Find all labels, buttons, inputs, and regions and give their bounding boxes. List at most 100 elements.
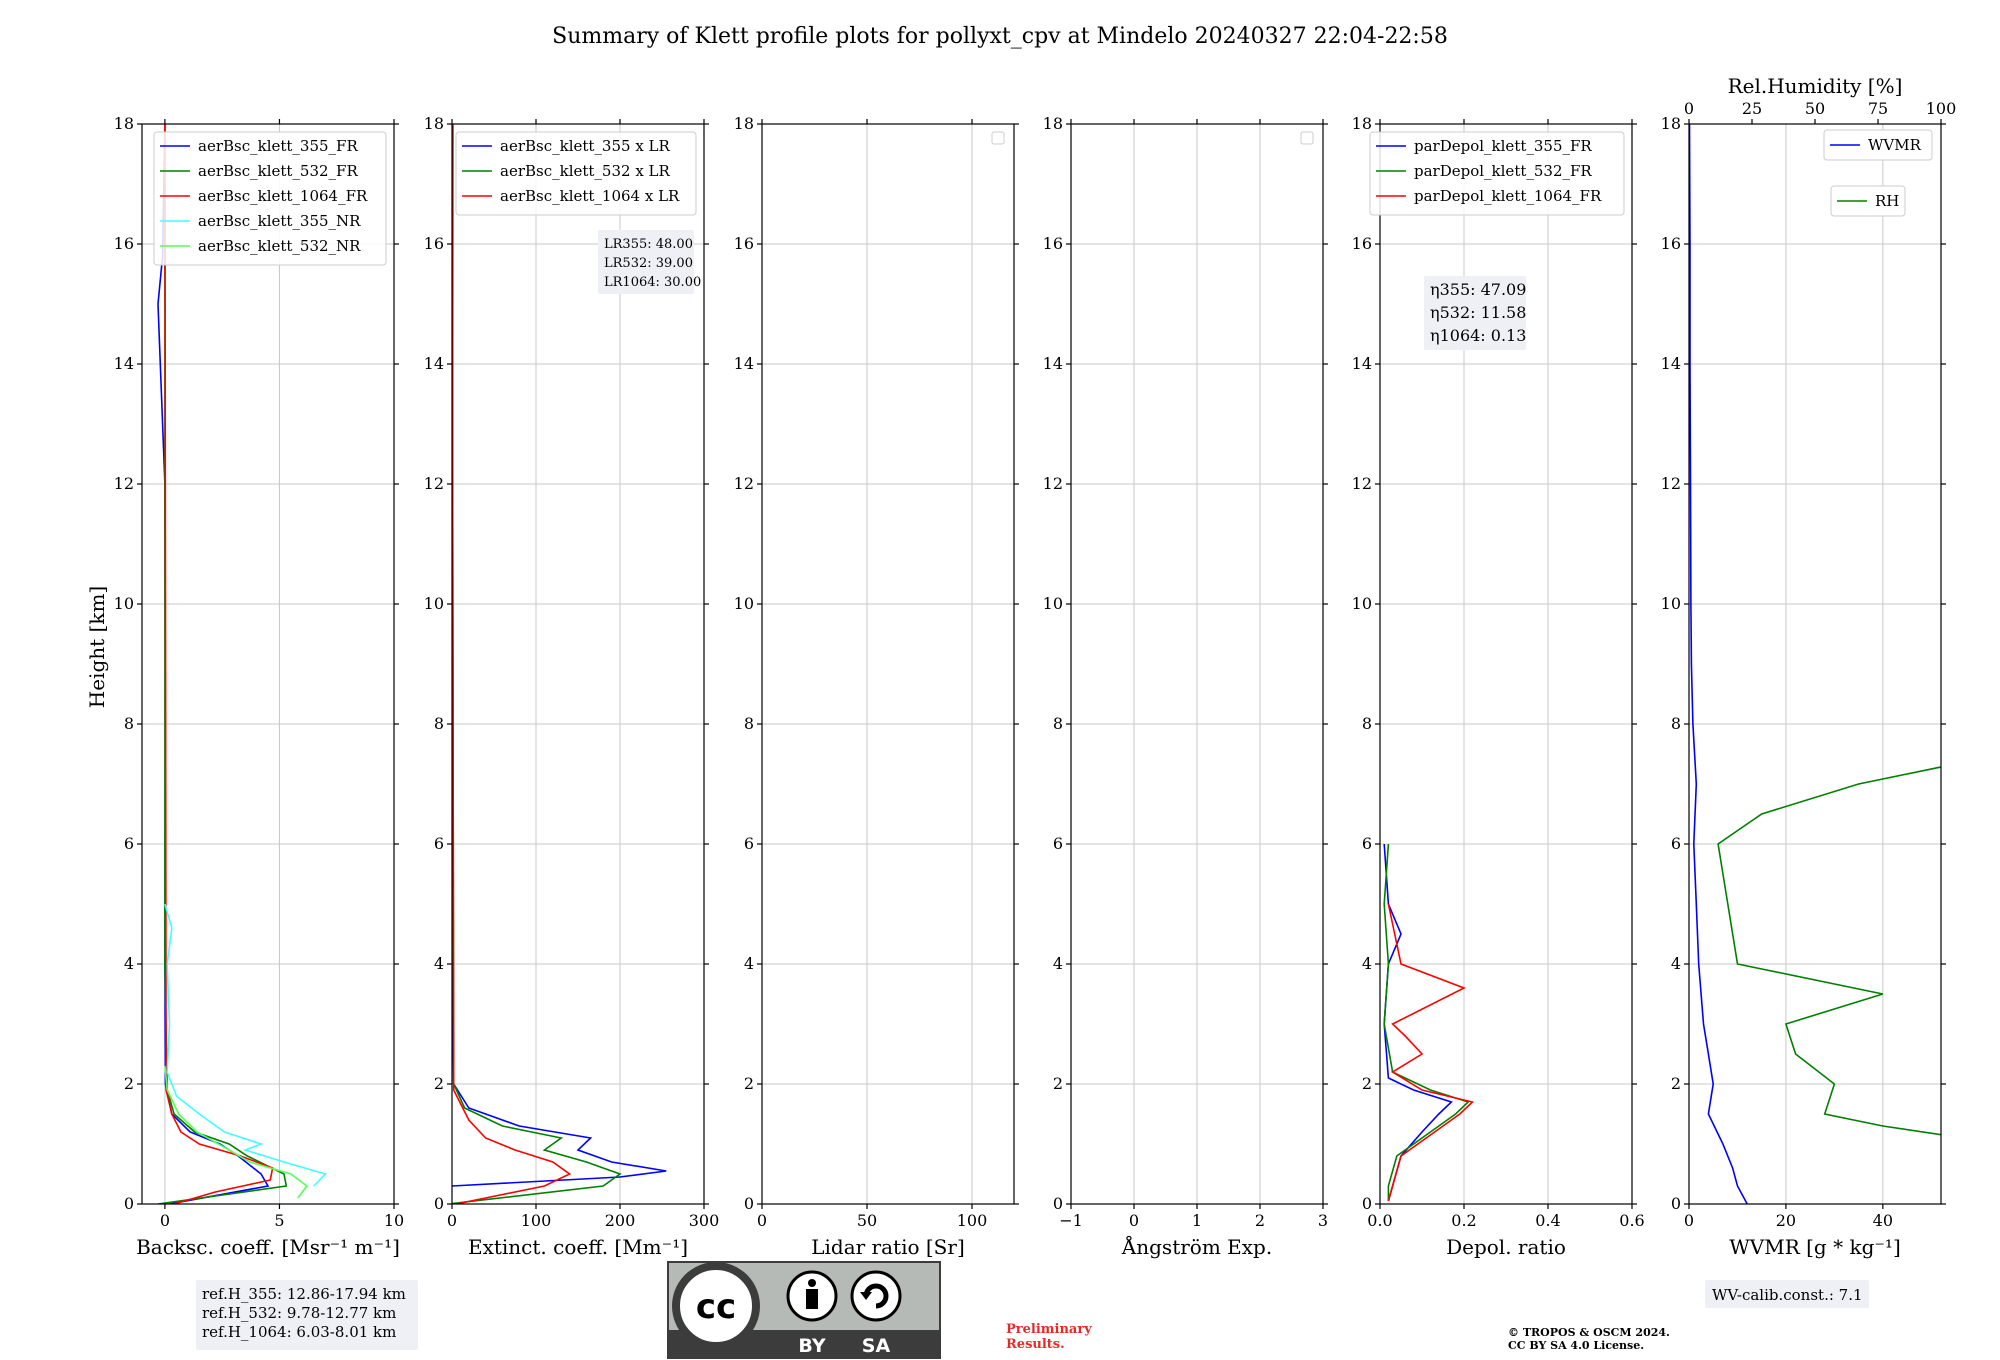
- y-tick-label: 6: [1053, 834, 1063, 853]
- y-tick-label: 18: [1352, 114, 1372, 133]
- y-tick-label: 12: [424, 474, 444, 493]
- svg-text:cc: cc: [696, 1287, 736, 1327]
- legend-frame: [1823, 129, 1933, 161]
- y-tick-label: 8: [1362, 714, 1372, 733]
- y-tick-label: 10: [734, 594, 754, 613]
- x-tick-label: 100: [521, 1211, 552, 1230]
- y-tick-label: 12: [1043, 474, 1063, 493]
- copyright-line-2: CC BY SA 4.0 License.: [1508, 1339, 1644, 1352]
- y-tick-label: 4: [434, 954, 444, 973]
- lr-line-2: LR1064: 30.00: [604, 275, 701, 290]
- preliminary-line-1: Preliminary: [1006, 1322, 1092, 1337]
- y-tick-label: 4: [1053, 954, 1063, 973]
- y-tick-label: 8: [124, 714, 134, 733]
- y-tick-label: 0: [1362, 1194, 1372, 1213]
- share-alike-icon: [850, 1270, 902, 1322]
- x-tick-label: 0.0: [1367, 1211, 1392, 1230]
- y-tick-label: 0: [744, 1194, 754, 1213]
- legend-bsc: aerBsc_klett_355_FR aerBsc_klett_532_FRae…: [153, 131, 387, 266]
- x-tick-label: 100: [957, 1211, 988, 1230]
- badge-by-label: BY: [798, 1335, 825, 1357]
- y-tick-label: 2: [1362, 1074, 1372, 1093]
- x-tick-label: 50: [857, 1211, 877, 1230]
- y-tick-label: 4: [744, 954, 754, 973]
- legend-entry: parDepol_klett_532_FR: [1414, 162, 1592, 180]
- x-tick-label: 40: [1873, 1211, 1893, 1230]
- eta-annotation-box: η355: 47.09 η532: 11.58 η1064: 0.13: [1424, 276, 1526, 350]
- series-line-parDepol_klett_1064_FR: [1387, 903, 1475, 1202]
- x-axis-label-ang: Ångström Exp.: [1121, 1234, 1272, 1259]
- eta-box-bg: [1424, 276, 1526, 350]
- top-x-tick-label: 100: [1926, 99, 1957, 118]
- legend-entry: aerBsc_klett_532_FR: [198, 162, 358, 180]
- panel-frame: [141, 123, 395, 1205]
- legend-entry: RH: [1875, 192, 1899, 210]
- x-tick-label: 1: [1192, 1211, 1202, 1230]
- y-tick-label: 2: [124, 1074, 134, 1093]
- legend-entry: parDepol_klett_355_FR: [1414, 137, 1592, 155]
- y-tick-label: 10: [114, 594, 134, 613]
- y-tick-label: 18: [114, 114, 134, 133]
- y-tick-label: 10: [1352, 594, 1372, 613]
- x-tick-label: 0: [757, 1211, 767, 1230]
- x-axis-label-bsc: Backsc. coeff. [Msr⁻¹ m⁻¹]: [136, 1235, 400, 1259]
- series-line-aerBsc_klett_1064 x LR: [452, 124, 572, 1204]
- x-tick-label: 10: [384, 1211, 404, 1230]
- legend-wv-WVMR: WVMR: [1823, 129, 1933, 161]
- series-line-aerBsc_klett_355_NR: [164, 903, 327, 1187]
- refh-1064: ref.H_1064: 6.03-8.01 km: [202, 1323, 396, 1341]
- legend-entry: aerBsc_klett_532 x LR: [500, 162, 671, 180]
- y-tick-label: 6: [1671, 834, 1681, 853]
- y-tick-label: 6: [744, 834, 754, 853]
- series-line-aerBsc_klett_1064_FR: [164, 124, 274, 1204]
- person-icon: [786, 1270, 838, 1322]
- y-tick-label: 6: [434, 834, 444, 853]
- refh-355: ref.H_355: 12.86-17.94 km: [202, 1285, 406, 1303]
- badge-sa-label: SA: [862, 1335, 891, 1357]
- panel-dep: 0 2 4 6 8 10 12 14 16 18 0.0 0.2 0.4 0.6 Depol. ratio p…: [1352, 114, 1645, 1259]
- y-tick-label: 16: [734, 234, 754, 253]
- legend-entry: aerBsc_klett_532_NR: [198, 237, 361, 255]
- y-tick-label: 2: [1671, 1074, 1681, 1093]
- y-tick-label: 0: [434, 1194, 444, 1213]
- y-tick-label: 14: [1043, 354, 1063, 373]
- y-tick-label: 18: [424, 114, 444, 133]
- y-tick-label: 18: [1661, 114, 1681, 133]
- lr-annotation-box: LR355: 48.00 LR532: 39.00 LR1064: 30.00: [598, 230, 701, 294]
- y-axis-label: Height [km]: [85, 586, 109, 708]
- y-tick-label: 2: [1053, 1074, 1063, 1093]
- figure-title: Summary of Klett profile plots for polly…: [552, 24, 1448, 49]
- top-x-tick-label: 25: [1742, 99, 1762, 118]
- x-tick-label: 0.2: [1451, 1211, 1476, 1230]
- y-tick-label: 12: [1661, 474, 1681, 493]
- panel-bsc: 0 2 4 6 8 10 12 14 16 18 0 5 10 Backsc. coeff. [Msr⁻¹…: [114, 114, 405, 1259]
- y-tick-label: 8: [1671, 714, 1681, 733]
- y-tick-label: 16: [424, 234, 444, 253]
- y-tick-label: 14: [734, 354, 754, 373]
- y-tick-label: 16: [1661, 234, 1681, 253]
- x-axis-label-wv: WVMR [g * kg⁻¹]: [1729, 1235, 1901, 1259]
- series-group: [157, 124, 327, 1204]
- legend-entry: aerBsc_klett_355 x LR: [500, 137, 671, 155]
- preliminary-line-2: Results.: [1006, 1337, 1065, 1352]
- y-tick-label: 14: [424, 354, 444, 373]
- x-tick-label: 2: [1255, 1211, 1265, 1230]
- y-tick-label: 4: [124, 954, 134, 973]
- y-tick-label: 8: [434, 714, 444, 733]
- y-tick-label: 4: [1671, 954, 1681, 973]
- x-axis-label-dep: Depol. ratio: [1446, 1235, 1566, 1259]
- refh-532: ref.H_532: 9.78-12.77 km: [202, 1304, 396, 1322]
- x-tick-label: 0.4: [1535, 1211, 1560, 1230]
- x-tick-label: 3: [1318, 1211, 1328, 1230]
- legend-wv-RH: RH: [1830, 185, 1906, 217]
- cc-icon: cc: [672, 1262, 760, 1350]
- y-tick-label: 12: [734, 474, 754, 493]
- x-axis-label-lr: Lidar ratio [Sr]: [811, 1235, 965, 1259]
- x-tick-label: 0: [1684, 1211, 1694, 1230]
- legend-entry: aerBsc_klett_355_FR: [198, 137, 358, 155]
- panel-lr: 0 2 4 6 8 10 12 14 16 18 0 50 100 Lidar ratio [Sr]: [734, 114, 1019, 1259]
- y-tick-label: 14: [114, 354, 134, 373]
- series-group: [452, 124, 667, 1204]
